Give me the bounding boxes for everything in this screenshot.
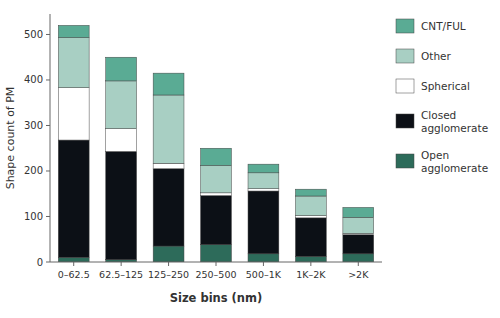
x-tick-label: 62.5–125 — [99, 269, 143, 280]
legend-swatch — [396, 114, 414, 128]
bar-segment — [295, 189, 326, 196]
y-tick-label: 0 — [37, 257, 43, 268]
bar-segment — [153, 73, 184, 95]
legend-label: CNT/FUL — [421, 20, 466, 32]
x-axis-label: Size bins (nm) — [170, 291, 263, 305]
x-tick — [168, 262, 169, 266]
bar-segment — [295, 218, 326, 257]
legend-label: Other — [421, 50, 451, 62]
chart: 0 100 200 300 400 500 0–62.5 62.5–125 125–250 250… — [0, 0, 500, 318]
x-tick-label: 500–1K — [246, 269, 282, 280]
x-tick — [358, 262, 359, 266]
legend-label: Closedagglomerate — [421, 109, 488, 134]
bar-segment — [295, 216, 326, 218]
x-tick-label: >2K — [348, 269, 369, 280]
bar-segment — [248, 173, 279, 189]
bar-segment — [106, 129, 137, 152]
bars — [58, 25, 373, 262]
bar-segment — [201, 193, 232, 196]
bar-segment — [58, 257, 89, 262]
x-tick — [121, 262, 122, 266]
bar-segment — [106, 151, 137, 259]
x-tick — [216, 262, 217, 266]
y-tick-label: 400 — [24, 74, 43, 85]
x-tick-label: 250–500 — [195, 269, 236, 280]
bar-segment — [248, 191, 279, 254]
bar-segment — [343, 254, 374, 262]
x-tick — [73, 262, 74, 266]
bar-segment — [295, 196, 326, 216]
bar-segment — [153, 95, 184, 163]
bar-segment — [248, 254, 279, 262]
legend-label: Spherical — [421, 80, 470, 92]
y-tick — [46, 125, 50, 126]
bar-segment — [58, 38, 89, 88]
y-tick — [46, 34, 50, 35]
y-tick — [46, 216, 50, 217]
bar-segment — [201, 245, 232, 262]
bar-segment — [343, 207, 374, 217]
y-tick-label: 200 — [24, 165, 43, 176]
bar-segment — [201, 196, 232, 245]
x-tick-label: 125–250 — [148, 269, 189, 280]
x-tick-label: 1K–2K — [296, 269, 326, 280]
bar-segment — [248, 164, 279, 173]
bar-segment — [201, 166, 232, 193]
bar-segment — [153, 246, 184, 262]
y-axis-line — [50, 14, 51, 262]
bar-segment — [106, 81, 137, 129]
legend-swatch — [396, 49, 414, 63]
bar-segment — [58, 140, 89, 257]
bar-segment — [201, 148, 232, 165]
bar-segment — [295, 257, 326, 262]
bar-segment — [153, 163, 184, 168]
bar-segment — [106, 57, 137, 81]
x-tick — [263, 262, 264, 266]
y-axis-label: Shape count of PM — [4, 87, 17, 190]
legend-swatch — [396, 19, 414, 33]
bar-segment — [58, 25, 89, 37]
legend-swatch — [396, 79, 414, 93]
bar-segment — [343, 235, 374, 254]
y-tick-label: 300 — [24, 120, 43, 131]
y-tick-label: 500 — [24, 29, 43, 40]
legend-swatch — [396, 154, 414, 168]
bar-segment — [248, 189, 279, 191]
bar-segment — [153, 169, 184, 246]
y-tick — [46, 262, 50, 263]
bar-segment — [343, 217, 374, 233]
y-tick — [46, 79, 50, 80]
y-tick-label: 100 — [24, 211, 43, 222]
legend: CNT/FUL Other Spherical Closedagglomerate Op… — [396, 19, 488, 174]
y-tick — [46, 170, 50, 171]
legend-label: Openagglomerate — [421, 149, 488, 174]
bar-segment — [58, 88, 89, 140]
x-tick — [310, 262, 311, 266]
x-tick-label: 0–62.5 — [58, 269, 90, 280]
